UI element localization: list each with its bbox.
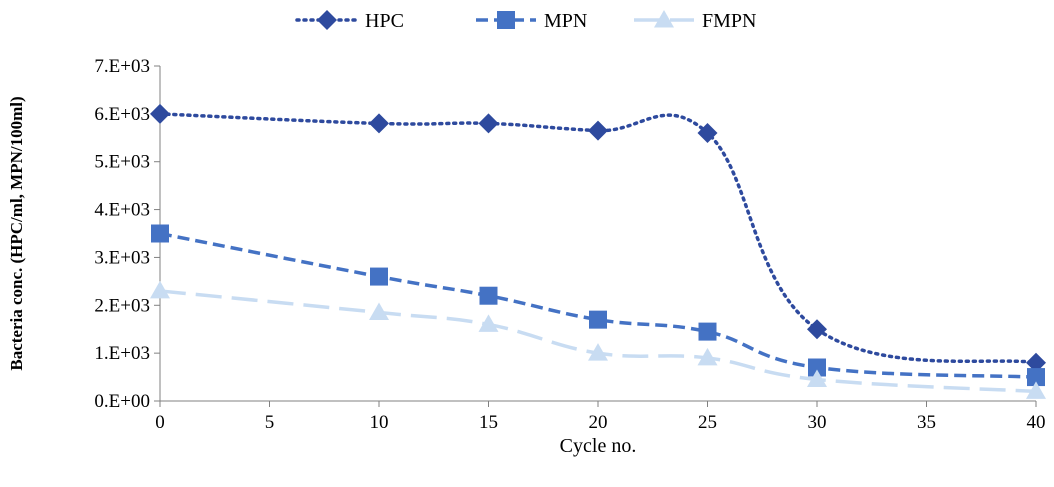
series-mpn bbox=[151, 224, 1045, 387]
legend-item-hpc: HPC bbox=[295, 10, 404, 32]
legend-label: FMPN bbox=[702, 10, 756, 32]
x-tick-label: 5 bbox=[265, 412, 275, 433]
y-tick-label: 5.E+03 bbox=[94, 152, 150, 173]
data-point-fmpn bbox=[478, 314, 499, 332]
x-tick-label: 40 bbox=[1027, 412, 1046, 433]
y-tick-label: 7.E+03 bbox=[94, 56, 150, 77]
legend-label: MPN bbox=[544, 10, 587, 32]
y-axis-title: Bacteria conc. (HPC/ml, MPN/100ml) bbox=[7, 96, 26, 370]
series-line-fmpn bbox=[159, 289, 1037, 394]
legend-marker bbox=[497, 11, 515, 29]
x-axis-title: Cycle no. bbox=[560, 435, 637, 457]
series-line-mpn bbox=[159, 231, 1037, 379]
x-tick-label: 0 bbox=[155, 412, 165, 433]
y-tick-label: 1.E+03 bbox=[94, 343, 150, 364]
data-point-mpn bbox=[1027, 368, 1045, 387]
data-point-hpc bbox=[1026, 352, 1046, 373]
legend-item-mpn: MPN bbox=[476, 10, 587, 32]
data-point-hpc bbox=[697, 123, 718, 143]
data-point-mpn bbox=[808, 358, 826, 377]
data-point-fmpn bbox=[697, 347, 718, 366]
x-tick-label: 10 bbox=[370, 412, 389, 433]
y-tick-label: 4.E+03 bbox=[94, 200, 150, 221]
data-point-fmpn bbox=[150, 280, 170, 299]
legend: HPC MPN FMPN bbox=[295, 10, 756, 32]
data-point-hpc bbox=[807, 319, 827, 340]
x-tick-label: 15 bbox=[479, 412, 498, 433]
y-tick-label: 6.E+03 bbox=[94, 104, 150, 125]
data-point-fmpn bbox=[1026, 381, 1046, 399]
data-point-mpn bbox=[479, 286, 498, 305]
legend-marker bbox=[654, 10, 674, 28]
data-point-fmpn bbox=[807, 369, 827, 387]
legend-label: HPC bbox=[365, 10, 404, 32]
data-point-mpn bbox=[589, 310, 607, 329]
series-layer bbox=[150, 103, 1046, 399]
x-tick-label: 30 bbox=[808, 412, 827, 433]
y-tick-label: 2.E+03 bbox=[94, 295, 150, 316]
series-hpc bbox=[150, 103, 1046, 373]
data-point-fmpn bbox=[588, 343, 608, 361]
data-point-hpc bbox=[369, 113, 389, 134]
y-axis: 0.E+00 1.E+03 2.E+03 3.E+03 4.E+03 5.E+03 6.E+… bbox=[94, 56, 161, 412]
data-point-mpn bbox=[370, 267, 388, 286]
y-tick-label: 0.E+00 bbox=[94, 391, 150, 412]
data-point-hpc bbox=[588, 120, 608, 141]
x-tick-label: 20 bbox=[589, 412, 608, 433]
legend-item-fmpn: FMPN bbox=[634, 10, 756, 32]
data-point-fmpn bbox=[369, 302, 389, 320]
x-axis: 0 5 10 15 20 25 30 35 40 bbox=[155, 400, 1046, 433]
data-point-hpc bbox=[150, 103, 170, 124]
legend-marker bbox=[317, 10, 337, 30]
x-tick-label: 25 bbox=[698, 412, 717, 433]
data-point-mpn bbox=[698, 322, 717, 341]
data-point-hpc bbox=[478, 113, 499, 134]
series-fmpn bbox=[150, 280, 1046, 399]
y-tick-label: 3.E+03 bbox=[94, 247, 150, 268]
x-tick-label: 35 bbox=[917, 412, 936, 433]
data-point-mpn bbox=[151, 224, 169, 243]
